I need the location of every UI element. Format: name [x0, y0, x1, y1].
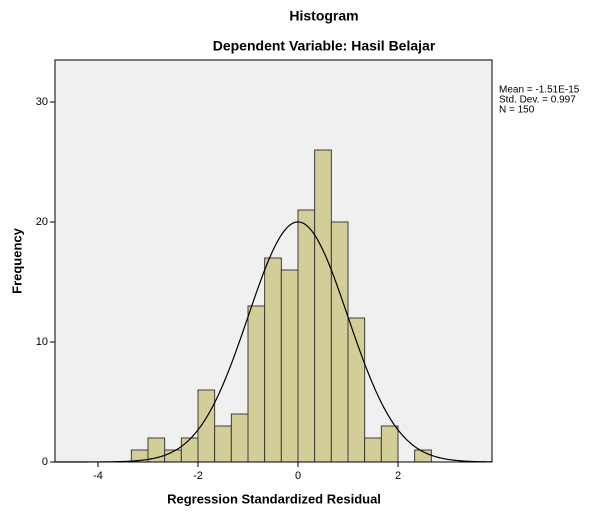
bar — [214, 425, 232, 463]
plot-border — [54, 59, 493, 463]
bar — [297, 209, 316, 463]
stats-label: Mean = -1.51E-15 — [499, 85, 580, 96]
bar — [314, 149, 332, 463]
y-tick-label: 20 — [36, 216, 48, 228]
x-tick-label: 2 — [395, 470, 401, 482]
y-tick-label: 10 — [36, 336, 48, 348]
bar — [364, 437, 382, 463]
bar — [180, 437, 199, 463]
chart-subtitle: Dependent Variable: Hasil Belajar — [213, 38, 436, 54]
bar — [264, 257, 282, 463]
stats-label: Std. Dev. = 0.997 — [499, 95, 576, 106]
normal-curve — [55, 221, 493, 463]
x-tick-label: 0 — [295, 470, 301, 482]
y-tick-label: 30 — [36, 96, 48, 108]
x-tick-label: -4 — [93, 470, 103, 482]
x-axis-label: Regression Standardized Residual — [167, 491, 381, 506]
bar — [380, 425, 399, 463]
bar — [247, 305, 266, 463]
bar — [330, 221, 349, 463]
bar — [280, 269, 299, 463]
chart-title: Histogram — [289, 8, 358, 24]
stats-label: N = 150 — [499, 105, 535, 116]
y-tick-label: 0 — [42, 456, 48, 468]
bar — [230, 413, 249, 463]
x-tick-label: -2 — [193, 470, 203, 482]
y-axis-label: Frequency — [9, 227, 24, 294]
